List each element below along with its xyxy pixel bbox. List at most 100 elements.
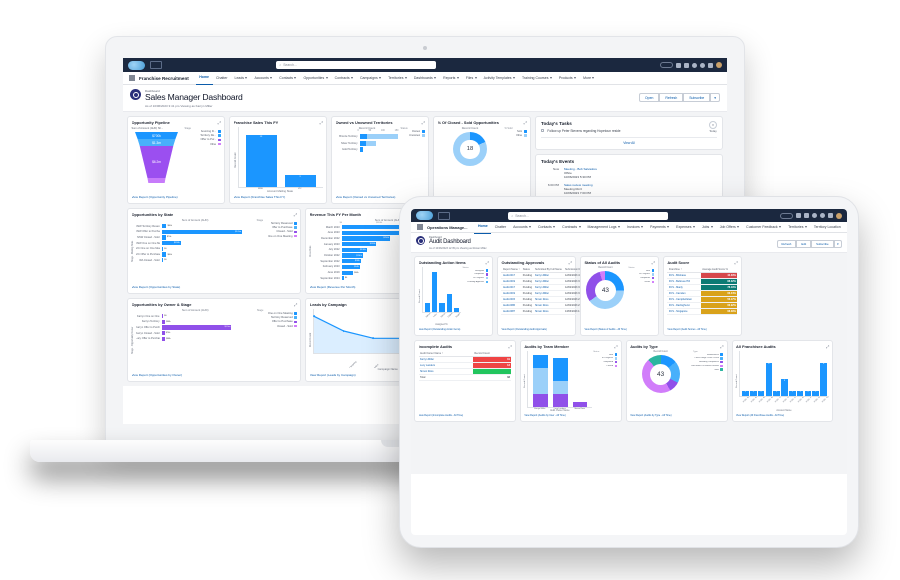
nav-item-campaigns[interactable]: Campaigns [357,76,385,80]
view-report-link[interactable]: View Report (Audits by User - All Time) [524,414,566,418]
view-report-link[interactable]: View Report (Franchise Sales This FY) [233,195,286,200]
nav-item-chatter[interactable]: Chatter [491,225,509,229]
card-pct-closed-sold[interactable]: % Of Closed - Sold Opportunities ⤢ Recor… [433,115,531,204]
view-report-link[interactable]: View Report (Audits by Type - All Time) [630,414,672,418]
column-header[interactable]: Submission Date [563,267,589,274]
notifications-icon[interactable] [707,62,713,68]
nav-item-home[interactable]: Home [195,72,213,85]
event-item[interactable]: 6:00 PM Sales review meeting Meeting Rm3 10… [541,183,717,196]
table-row[interactable]: Audit-0019 Pending Karryn Miller 12/02/2023… [501,290,589,298]
nav-item-accounts[interactable]: Accounts [251,76,276,80]
refresh-button[interactable]: Refresh [659,93,684,103]
nav-item-territories[interactable]: Territories [785,225,811,229]
expand-icon[interactable]: ⤢ [485,259,489,265]
avatar[interactable] [835,212,842,219]
add-icon[interactable] [795,213,801,218]
card-audits-by-team-member[interactable]: Audits by Team Member ⤢ Record Count Kar… [519,339,622,422]
view-report-link[interactable]: View Report (Opportunity Pipeline) [131,195,178,200]
card-opportunities-by-state[interactable]: Opportunities by State ⤢ Stage · Mailing… [127,207,302,294]
column-header[interactable]: Franchise ↑ [667,267,701,274]
view-report-link[interactable]: View Report (Opportunities by State) [131,285,181,290]
help-icon[interactable] [691,62,697,68]
column-header[interactable]: Average Audit Score % [700,267,738,274]
nav-item-customer-feedback[interactable]: Customer Feedback [743,225,785,229]
nav-item-leads[interactable]: Leads [231,76,251,80]
nav-item-contracts[interactable]: Contracts [331,76,356,80]
nav-item-contacts[interactable]: Contacts [534,225,558,229]
task-item[interactable]: Follow up Peter Stevens regarding Hopeto… [541,129,709,133]
nav-item-dashboards[interactable]: Dashboards [410,76,439,80]
expand-icon[interactable]: ⤢ [568,259,572,265]
nav-item-chatter[interactable]: Chatter [213,76,231,80]
setup-icon[interactable] [819,213,825,218]
view-report-link[interactable]: View Report (Owned vs Unowned Territorie… [335,195,396,200]
nav-item-jobs[interactable]: Jobs [698,225,716,229]
table-row[interactable]: Audit-0015 Pending Simon Ross 12/02/2023 2:… [501,296,589,304]
app-launcher-icon[interactable] [417,224,423,230]
open-button[interactable]: Open [639,93,660,103]
app-launcher-badge[interactable] [150,61,162,69]
view-report-link[interactable]: View Report (All Franchisee Audits - All… [736,414,785,418]
nav-item-job-offers[interactable]: Job Offers [716,225,742,229]
expand-icon[interactable]: ⤢ [294,301,298,307]
view-report-link[interactable]: View Report (Leads by Campaign) [309,373,356,378]
nav-item-contracts[interactable]: Contracts [559,225,584,229]
favorites-icon[interactable] [659,62,673,68]
table-row[interactable]: FCS - Manly 78.19% [667,284,738,292]
nav-item-territory-locations[interactable]: Territory Locations [810,225,841,229]
view-report-link[interactable]: View Report (Revenue Per Month) [309,285,356,290]
column-header[interactable]: Report Name ↑ [501,267,522,274]
home-icon[interactable] [803,213,809,218]
more-actions-button[interactable]: ▾ [833,240,842,249]
expand-icon[interactable]: ⤢ [319,119,323,125]
task-menu-button[interactable]: ▾ [709,120,717,129]
nav-item-files[interactable]: Files [462,76,480,80]
audit-score-table[interactable]: Franchise ↑ Average Audit Score % FCS - Br… [667,267,738,316]
card-opportunities-owner-stage[interactable]: Opportunities by Owner & Stage ⤢ Stage ·… [127,297,302,382]
view-report-link[interactable]: View Report (Outstanding Audit Approvals… [501,328,547,332]
edit-button[interactable]: Edit [796,240,812,249]
view-all-tasks-link[interactable]: View All [541,136,717,145]
table-row[interactable]: Audit-0019 Pending Karryn Miller 12/02/2023… [501,278,589,286]
nav-item-invoices[interactable]: Invoices [623,225,646,229]
expand-icon[interactable]: ⤢ [293,211,298,217]
table-row[interactable]: FCS - Singapore 68.39% [667,308,738,316]
app-launcher-badge[interactable] [438,211,450,220]
table-row[interactable]: Lucy Landers 13 [418,362,512,370]
approvals-table[interactable]: Report Name ↑ Status Submitted By Full Nam… [501,267,589,316]
card-owned-unowned-territories[interactable]: Owned vs Unowned Territories ⤢ Record Co… [331,115,429,204]
column-header[interactable]: Status [521,267,534,274]
global-search-input[interactable]: ⌕ Search... [276,61,437,69]
nav-item-products[interactable]: Products [555,76,579,80]
view-report-link[interactable]: View Report (Audit Scores - All Time) [667,328,707,332]
card-opportunity-pipeline[interactable]: Opportunity Pipeline ⤢ Sum of Amount (AU… [127,115,225,204]
nav-item-expenses[interactable]: Expenses [673,225,699,229]
card-audit-score[interactable]: Audit Score ⤢ Franchise ↑ Average Audit S… [662,255,742,336]
card-all-franchisee-audits[interactable]: All Franchisee Audits ⤢ Record Count 1 1 1… [731,339,834,422]
home-icon[interactable] [683,62,689,68]
avatar[interactable] [715,62,722,68]
help-icon[interactable] [811,213,817,218]
card-incomplete-audits[interactable]: Incomplete Audits ⤢ Audit Owner Name ↑ Re… [414,339,516,422]
expand-icon[interactable]: ⤢ [720,343,724,349]
global-search-input[interactable]: ⌕ Search... [508,211,669,220]
nav-item-payments[interactable]: Payments [647,225,673,229]
favorites-icon[interactable] [779,212,793,219]
column-header[interactable]: Audit Owner Name ↑ [418,351,473,358]
nav-item-opportunities[interactable]: Opportunities [300,76,331,80]
table-row[interactable]: Audit-0017 Pending Karryn Miller 12/02/2023… [501,272,589,280]
column-header[interactable]: Submitted By Full Name [533,267,564,274]
subscribe-button[interactable]: Subscribe [683,93,711,103]
nav-item-territories[interactable]: Territories [385,76,411,80]
nav-item-accounts[interactable]: Accounts [510,225,535,229]
nav-item-training-courses[interactable]: Training Courses [518,76,555,80]
table-row[interactable]: Karryn Miller 19 [418,356,512,364]
expand-icon[interactable]: ⤢ [651,259,655,265]
view-report-link[interactable]: View Report (Opportunities by Owner) [131,373,183,378]
view-report-link[interactable]: View Report (Status of Audits - All Time… [584,328,627,332]
incomplete-audits-table[interactable]: Audit Owner Name ↑ Record Count Karryn Mil… [418,351,512,382]
card-outstanding-approvals[interactable]: Outstanding Approvals ⤢ Report Name ↑ Sta… [496,255,589,336]
nav-item-reports[interactable]: Reports [440,76,463,80]
expand-icon[interactable]: ⤢ [523,119,527,125]
table-row[interactable]: FCS - Darlinghurst 66.92% [667,302,738,310]
